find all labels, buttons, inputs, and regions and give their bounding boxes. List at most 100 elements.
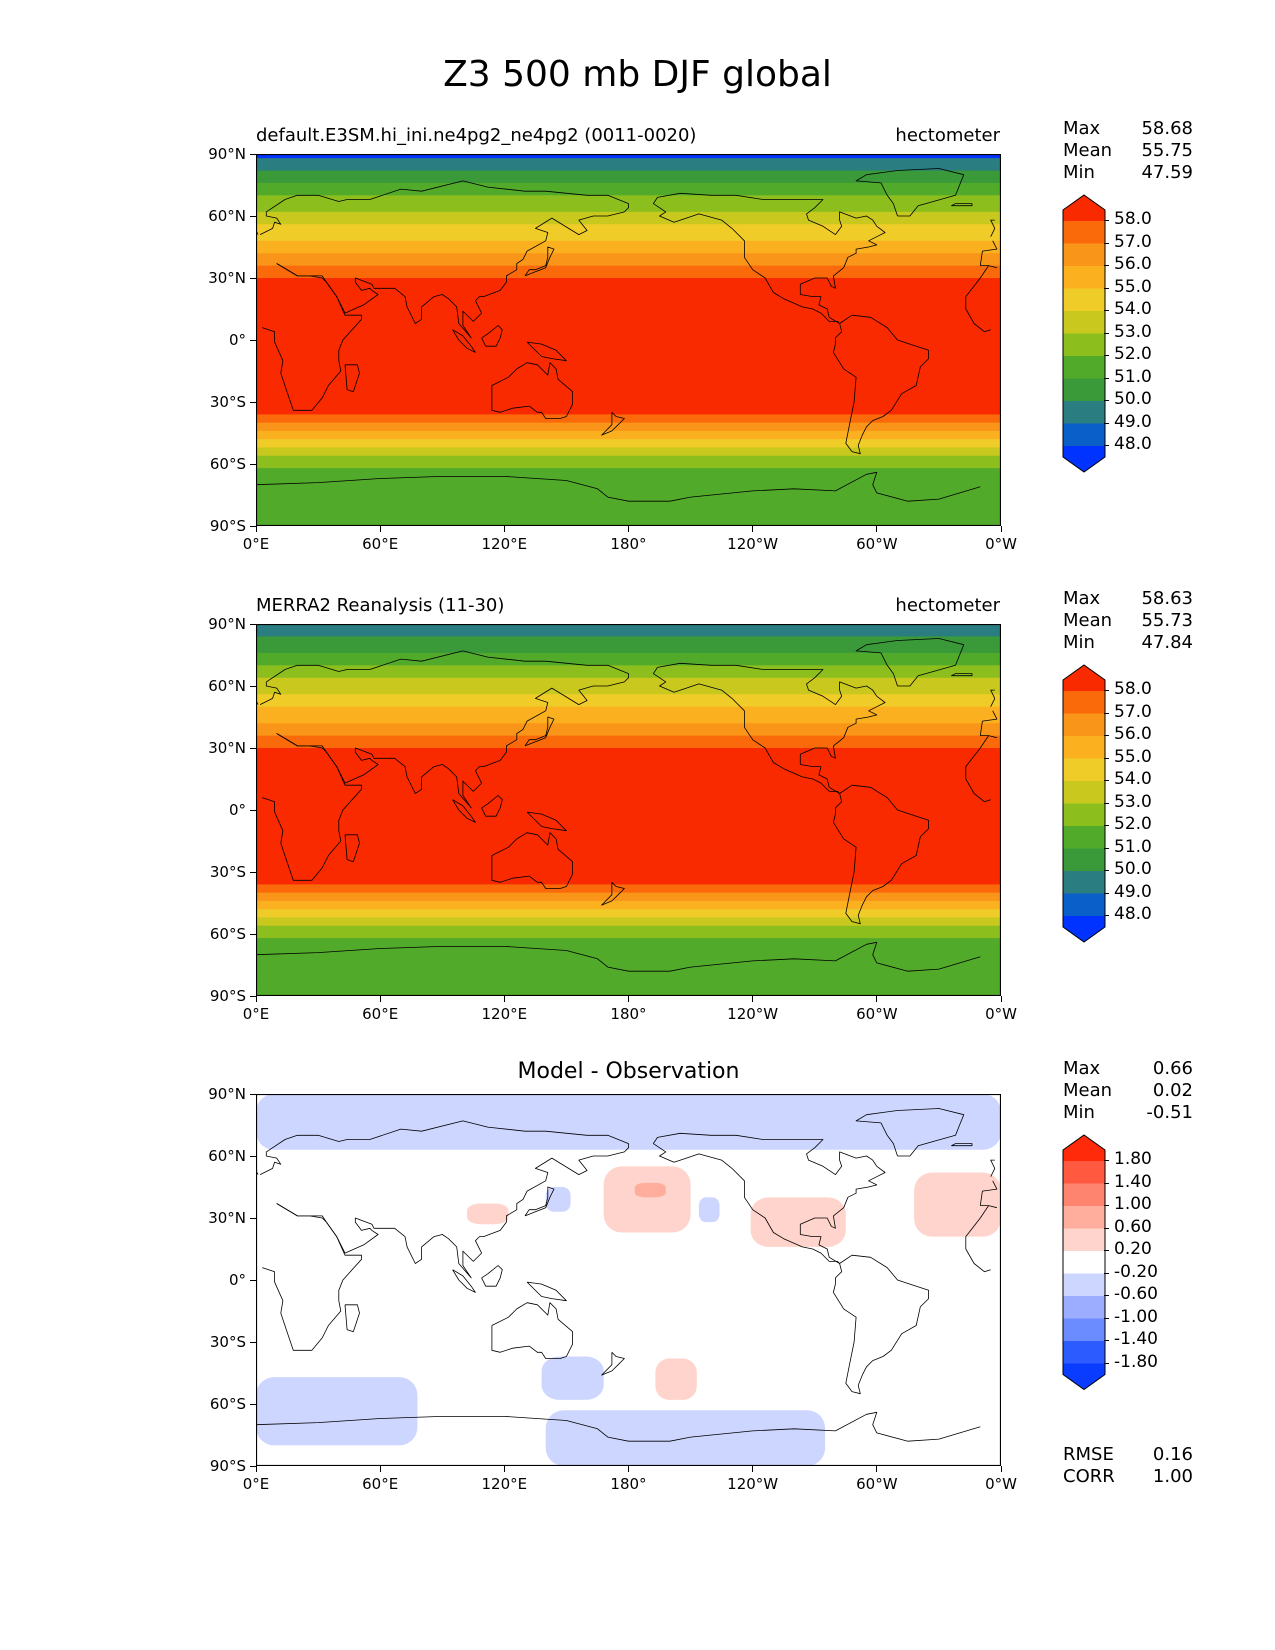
colorbar-segment <box>1063 893 1105 917</box>
coastline <box>344 834 360 863</box>
contour-band <box>256 360 1001 366</box>
contour-band <box>256 900 1001 906</box>
contour-band <box>256 872 1001 877</box>
map-difference <box>256 1094 1001 1466</box>
contour-band <box>256 364 1001 370</box>
coastline <box>833 784 929 925</box>
y-tick-label: 30°S <box>209 1333 246 1351</box>
y-tick-label: 90°N <box>208 1085 246 1103</box>
contour-band <box>256 240 1001 246</box>
contour-band <box>256 851 1001 857</box>
y-tick-label: 90°S <box>209 517 246 535</box>
colorbar-tick-mark <box>1104 242 1109 244</box>
coastline <box>652 662 886 794</box>
contour-band <box>256 723 1001 728</box>
colorbar-extend-min <box>1063 916 1105 942</box>
contour-band <box>256 971 1001 976</box>
contour-band <box>256 368 1001 374</box>
colorbar-segment <box>1063 871 1105 894</box>
colorbar-extend-min <box>1063 1363 1105 1390</box>
contour-band <box>256 669 1001 675</box>
contour-band <box>256 640 1001 646</box>
colorbar-segment <box>1063 1296 1105 1319</box>
colorbar-segment <box>1063 423 1105 447</box>
contour-band <box>256 805 1001 811</box>
contour-band <box>256 863 1001 869</box>
coastline <box>855 1108 965 1157</box>
stat-max: 58.63 <box>1141 588 1193 609</box>
colorbar-segment <box>1063 311 1105 334</box>
diff-region-east-asia-positive <box>467 1203 509 1225</box>
contour-band <box>256 822 1001 828</box>
colorbar-tick-mark <box>1104 780 1109 781</box>
colorbar-tick-mark <box>1104 802 1109 804</box>
x-tick-mark <box>752 526 754 532</box>
coastline <box>262 263 991 411</box>
y-tick-mark <box>250 747 256 749</box>
contour-band <box>256 748 1001 753</box>
x-tick-label: 120°E <box>481 535 528 553</box>
colorbar-tick-mark <box>1104 422 1109 424</box>
stat-min: 47.59 <box>1141 162 1193 183</box>
contour-band <box>256 958 1001 964</box>
contour-band <box>256 946 1001 952</box>
colorbar-tick-mark <box>1104 400 1109 401</box>
y-tick-label: 30°S <box>209 863 246 881</box>
contour-band <box>256 628 1001 633</box>
colorbar-tick-label: 53.0 <box>1114 321 1152 342</box>
contour-band <box>256 472 1001 477</box>
diff-region-north-pacific-positive <box>603 1166 691 1233</box>
metric-label-rmse: RMSE <box>1063 1444 1114 1465</box>
colorbar-tick-label: 56.0 <box>1114 724 1152 744</box>
x-tick-mark <box>752 1466 754 1472</box>
coastline <box>491 362 573 419</box>
contour-band <box>256 859 1001 865</box>
contour-band <box>256 315 1001 320</box>
stat-mean: 55.73 <box>1141 610 1193 631</box>
stat-label-min: Min <box>1063 162 1095 183</box>
colorbar-tick-label: 50.0 <box>1114 859 1152 879</box>
contour-band <box>256 166 1001 172</box>
y-tick-mark <box>250 871 256 873</box>
contour-band <box>256 178 1001 184</box>
contour-band <box>256 319 1001 325</box>
stats-reference: Max 58.63 Mean 55.73 Min 47.84 <box>1063 588 1193 654</box>
contour-band <box>256 389 1001 395</box>
colorbar-segment <box>1063 1318 1105 1342</box>
colorbar-tick-label: 54.0 <box>1114 769 1152 789</box>
contour-band <box>256 257 1001 263</box>
panel-difference-title: Model - Observation <box>517 1059 740 1084</box>
contour-band <box>256 513 1001 519</box>
contour-band <box>256 476 1001 482</box>
contour-band <box>256 789 1001 795</box>
contour-band <box>256 224 1001 229</box>
contour-band <box>256 236 1001 242</box>
contour-band <box>256 876 1001 881</box>
coastline <box>524 716 555 747</box>
y-tick-label: 30°S <box>209 393 246 411</box>
y-tick-label: 90°N <box>208 615 246 633</box>
x-tick-label: 0°W <box>985 1005 1017 1023</box>
y-tick-mark <box>250 1279 256 1281</box>
coastline <box>344 1304 360 1333</box>
contour-band <box>256 191 1001 196</box>
contour-band <box>256 302 1001 308</box>
colorbar-outline <box>1062 664 1106 943</box>
x-tick-label: 120°W <box>727 535 779 553</box>
colorbar-extend-min <box>1063 446 1105 472</box>
colorbar-tick-mark <box>1104 915 1109 916</box>
colorbar-tick-mark <box>1104 712 1109 714</box>
contour-band <box>256 760 1001 766</box>
contour-band <box>256 735 1001 741</box>
contour-band <box>256 648 1001 654</box>
colorbar-segment <box>1063 356 1105 379</box>
colorbar-tick-label: 50.0 <box>1114 389 1152 409</box>
contour-band <box>256 838 1001 844</box>
colorbar-tick-mark <box>1104 1205 1109 1206</box>
x-tick-mark <box>379 526 381 532</box>
y-tick-label: 30°N <box>208 739 246 757</box>
contour-band <box>256 517 1001 523</box>
contour-band <box>256 644 1001 650</box>
contour-band <box>256 311 1001 316</box>
stat-label-mean: Mean <box>1063 1080 1113 1101</box>
